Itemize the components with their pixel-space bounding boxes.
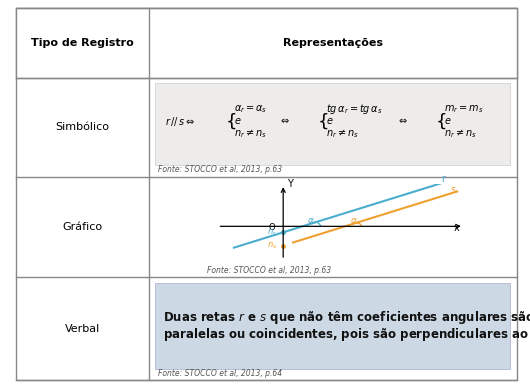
- Text: $\{$: $\{$: [435, 111, 447, 131]
- Text: $\{$: $\{$: [225, 111, 237, 131]
- Text: $n_r \neq n_s$: $n_r \neq n_s$: [234, 127, 267, 140]
- Text: Tipo de Registro: Tipo de Registro: [31, 38, 134, 48]
- Text: $e$: $e$: [325, 116, 333, 126]
- Text: $\{$: $\{$: [317, 111, 329, 131]
- Text: $n_r \neq n_s$: $n_r \neq n_s$: [444, 127, 476, 140]
- Text: Y: Y: [287, 179, 293, 189]
- Text: $n_r \neq n_s$: $n_r \neq n_s$: [325, 127, 358, 140]
- Text: Gráfico: Gráfico: [62, 222, 102, 232]
- Text: Fonte: STOCCO et al, 2013, p.64: Fonte: STOCCO et al, 2013, p.64: [157, 369, 282, 378]
- Text: $\Leftrightarrow$: $\Leftrightarrow$: [397, 116, 409, 126]
- Text: Representações: Representações: [282, 38, 383, 48]
- Text: s: s: [450, 185, 456, 195]
- Bar: [155, 283, 510, 369]
- Text: $\Leftrightarrow$: $\Leftrightarrow$: [279, 116, 290, 126]
- Text: Duas retas $r$ e $s$ que não têm coeficientes angulares são: Duas retas $r$ e $s$ que não têm coefici…: [163, 309, 530, 326]
- Bar: [155, 83, 510, 165]
- Text: $\alpha_s$: $\alpha_s$: [350, 217, 361, 227]
- Text: $tg\,\alpha_r = tg\,\alpha_s$: $tg\,\alpha_r = tg\,\alpha_s$: [325, 102, 382, 116]
- Text: $\alpha_r$: $\alpha_r$: [307, 217, 319, 227]
- Text: $r\,//\,s\Leftrightarrow$: $r\,//\,s\Leftrightarrow$: [164, 114, 195, 128]
- Text: x: x: [454, 223, 460, 232]
- Text: $n_s$: $n_s$: [267, 240, 277, 251]
- Text: $e$: $e$: [444, 116, 452, 126]
- Text: $e$: $e$: [234, 116, 242, 126]
- Text: Simbólico: Simbólico: [55, 122, 109, 132]
- Text: $\alpha_r = \alpha_s$: $\alpha_r = \alpha_s$: [234, 103, 267, 114]
- Bar: [16, 8, 517, 78]
- Text: $m_r = m_s$: $m_r = m_s$: [444, 103, 483, 114]
- Text: paralelas ou coincidentes, pois são perpendiculares ao eixo $x$.: paralelas ou coincidentes, pois são perp…: [163, 326, 530, 343]
- Text: Fonte: STOCCO et al, 2013, p.63: Fonte: STOCCO et al, 2013, p.63: [157, 165, 282, 174]
- Text: Fonte: STOCCO et al, 2013, p.63: Fonte: STOCCO et al, 2013, p.63: [207, 266, 331, 275]
- Text: r: r: [441, 173, 445, 184]
- Text: $n_r$: $n_r$: [267, 227, 277, 237]
- Text: Verbal: Verbal: [65, 324, 100, 334]
- Text: O: O: [268, 223, 275, 232]
